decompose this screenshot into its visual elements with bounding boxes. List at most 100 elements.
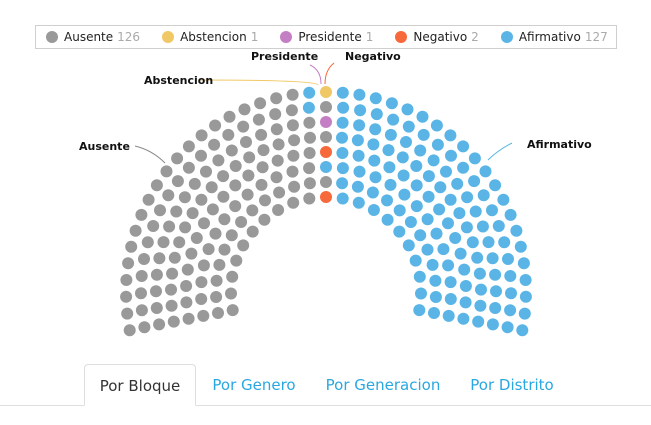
seat-dot[interactable] xyxy=(185,247,198,260)
seat-dot[interactable] xyxy=(385,97,398,110)
seat-dot[interactable] xyxy=(336,131,348,144)
seat-dot[interactable] xyxy=(430,119,443,132)
seat-dot[interactable] xyxy=(195,129,208,142)
seat-dot[interactable] xyxy=(186,207,199,220)
legend-item-negativo[interactable]: Negativo 2 xyxy=(395,30,479,44)
seat-dot[interactable] xyxy=(336,147,349,159)
seat-dot[interactable] xyxy=(428,307,440,319)
seat-dot[interactable] xyxy=(457,140,470,153)
seat-dot[interactable] xyxy=(489,268,502,281)
seat-dot[interactable] xyxy=(190,232,203,244)
seat-dot[interactable] xyxy=(182,161,195,174)
seat-dot[interactable] xyxy=(473,267,486,280)
seat-dot[interactable] xyxy=(404,216,417,228)
seat-dot[interactable] xyxy=(288,134,301,147)
seat-dot[interactable] xyxy=(259,194,271,207)
seat-dot[interactable] xyxy=(256,161,269,174)
seat-dot[interactable] xyxy=(440,165,452,178)
seat-dot[interactable] xyxy=(431,138,444,151)
seat-dot[interactable] xyxy=(442,217,454,230)
seat-dot[interactable] xyxy=(486,318,499,331)
seat-dot[interactable] xyxy=(430,227,443,240)
seat-dot[interactable] xyxy=(382,144,395,157)
seat-dot[interactable] xyxy=(369,171,382,184)
seat-dot[interactable] xyxy=(212,307,224,319)
seat-dot[interactable] xyxy=(150,179,163,192)
seat-dot[interactable] xyxy=(413,270,426,283)
seat-dot[interactable] xyxy=(246,204,259,217)
seat-dot[interactable] xyxy=(514,240,527,253)
seat-dot[interactable] xyxy=(123,324,136,337)
seat-dot[interactable] xyxy=(415,287,427,300)
seat-dot[interactable] xyxy=(235,216,248,228)
seat-dot[interactable] xyxy=(252,113,265,126)
seat-dot[interactable] xyxy=(320,131,332,143)
seat-dot[interactable] xyxy=(381,213,394,226)
seat-dot[interactable] xyxy=(468,175,481,188)
seat-dot[interactable] xyxy=(444,129,457,142)
seat-dot[interactable] xyxy=(489,179,502,192)
seat-dot[interactable] xyxy=(226,270,239,283)
seat-dot[interactable] xyxy=(254,97,267,110)
seat-dot[interactable] xyxy=(223,110,236,123)
seat-dot[interactable] xyxy=(205,181,218,194)
seat-dot[interactable] xyxy=(410,200,423,213)
seat-dot[interactable] xyxy=(516,324,529,337)
seat-dot[interactable] xyxy=(241,188,254,201)
seat-dot[interactable] xyxy=(502,253,514,265)
seat-dot[interactable] xyxy=(285,104,298,117)
seat-dot[interactable] xyxy=(270,92,283,105)
seat-dot[interactable] xyxy=(212,154,225,167)
seat-dot[interactable] xyxy=(469,205,482,218)
seat-dot[interactable] xyxy=(489,302,502,314)
seat-dot[interactable] xyxy=(336,86,349,99)
legend-item-presidente[interactable]: Presidente 1 xyxy=(280,30,373,44)
seat-dot[interactable] xyxy=(202,243,215,256)
seat-dot[interactable] xyxy=(226,304,239,317)
seat-dot[interactable] xyxy=(460,221,473,234)
seat-dot[interactable] xyxy=(320,116,332,128)
seat-dot[interactable] xyxy=(416,110,429,123)
seat-dot[interactable] xyxy=(286,165,299,178)
seat-dot[interactable] xyxy=(198,217,210,230)
seat-dot[interactable] xyxy=(449,232,462,244)
seat-dot[interactable] xyxy=(229,200,242,213)
seat-dot[interactable] xyxy=(288,180,301,193)
seat-dot[interactable] xyxy=(472,315,485,328)
seat-dot[interactable] xyxy=(477,189,490,202)
seat-dot[interactable] xyxy=(163,220,176,233)
seat-dot[interactable] xyxy=(434,181,447,194)
seat-dot[interactable] xyxy=(336,177,349,190)
seat-dot[interactable] xyxy=(154,204,166,217)
seat-dot[interactable] xyxy=(197,309,210,322)
seat-dot[interactable] xyxy=(217,190,230,203)
seat-dot[interactable] xyxy=(208,138,221,151)
seat-dot[interactable] xyxy=(461,191,474,204)
seat-dot[interactable] xyxy=(444,193,457,206)
seat-dot[interactable] xyxy=(402,120,415,133)
seat-dot[interactable] xyxy=(303,86,316,99)
seat-dot[interactable] xyxy=(287,149,300,162)
seat-dot[interactable] xyxy=(417,128,430,141)
seat-dot[interactable] xyxy=(135,270,148,282)
seat-dot[interactable] xyxy=(457,161,470,174)
seat-dot[interactable] xyxy=(225,229,238,242)
seat-dot[interactable] xyxy=(337,101,350,114)
seat-dot[interactable] xyxy=(396,151,409,164)
seat-dot[interactable] xyxy=(182,312,195,325)
seat-dot[interactable] xyxy=(230,254,243,267)
seat-dot[interactable] xyxy=(381,194,393,207)
seat-dot[interactable] xyxy=(237,239,250,252)
seat-dot[interactable] xyxy=(459,296,472,309)
seat-dot[interactable] xyxy=(471,251,484,264)
seat-dot[interactable] xyxy=(170,205,183,218)
seat-dot[interactable] xyxy=(303,192,316,205)
seat-dot[interactable] xyxy=(141,236,154,249)
seat-dot[interactable] xyxy=(498,236,511,249)
seat-dot[interactable] xyxy=(490,285,502,298)
seat-dot[interactable] xyxy=(409,254,422,267)
seat-dot[interactable] xyxy=(401,103,414,116)
seat-dot[interactable] xyxy=(504,304,517,317)
seat-dot[interactable] xyxy=(200,165,212,178)
tab-por-genero[interactable]: Por Genero xyxy=(212,376,296,394)
